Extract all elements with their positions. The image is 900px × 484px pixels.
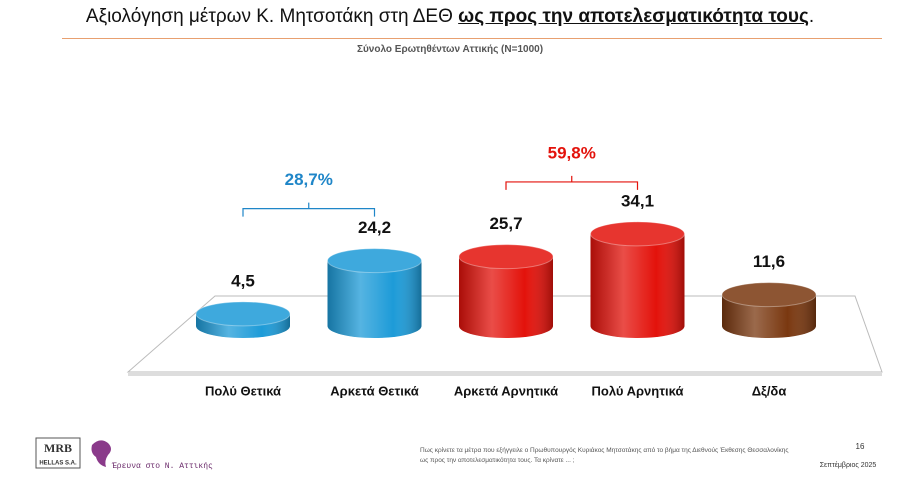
category-label: Πολύ Αρνητικά — [592, 383, 684, 398]
title-line: Αξιολόγηση μέτρων Κ. Μητσοτάκη στη ΔΕΘ ω… — [0, 6, 900, 28]
bar-shine — [722, 294, 816, 338]
bar-top — [195, 301, 291, 327]
bar-top-shade — [590, 221, 685, 246]
subtitle: Σύνολο Ερωτηθέντων Αττικής (N=1000) — [356, 44, 544, 55]
title-end: . — [808, 6, 815, 27]
survey: Έρευνα στο Ν. Αττικής — [111, 462, 213, 471]
category-label: Αρκετά Αρνητικά — [454, 383, 558, 398]
date: Σεπτέμβριος 2025 — [820, 461, 877, 469]
floor-edge — [128, 372, 882, 376]
value-label: 24,2 — [358, 218, 391, 237]
title-rule — [62, 38, 882, 39]
map-icon — [91, 440, 111, 467]
bar-shine — [327, 260, 422, 338]
group-label: 59,8% — [548, 143, 596, 162]
title: Αξιολόγηση μέτρων Κ. Μητσοτάκη στη ΔΕΘ — [85, 6, 453, 27]
category-label: Δξ/δα — [752, 383, 787, 398]
bar-top-shade — [327, 248, 422, 273]
bar-top-shade — [722, 282, 816, 307]
bar-top — [721, 282, 817, 308]
value-label: 25,7 — [489, 214, 522, 233]
question: Πως κρίνετε τα μέτρα που εξήγγειλε ο Πρω… — [420, 447, 789, 464]
bar-top — [590, 221, 685, 247]
bar-shine — [590, 233, 685, 338]
category-label: Αρκετά Θετικά — [330, 383, 418, 398]
title-emphasis: ως προς την αποτελεσματικότητα τους — [458, 6, 809, 27]
value-label: 34,1 — [621, 191, 654, 210]
bar-top-shade — [459, 244, 553, 269]
value-label: 11,6 — [753, 252, 785, 271]
category-label: Πολύ Θετικά — [205, 383, 281, 398]
value-label: 4,5 — [231, 271, 255, 290]
bar-top — [458, 244, 554, 270]
page-number: 16 — [856, 442, 865, 451]
bar-shine — [459, 256, 553, 338]
group-bracket — [242, 202, 376, 217]
bar-top — [327, 248, 422, 274]
logo-sub: HELLAS S.A. — [39, 461, 77, 467]
logo: MRB — [44, 441, 72, 455]
group-bracket — [505, 175, 639, 190]
logo-box — [35, 437, 81, 469]
group-label: 28,7% — [285, 170, 333, 189]
bar-top-shade — [196, 301, 290, 326]
